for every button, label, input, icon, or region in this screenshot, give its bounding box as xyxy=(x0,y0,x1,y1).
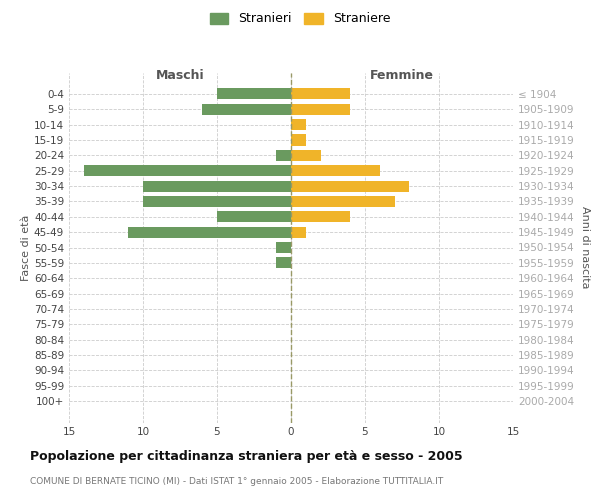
Bar xyxy=(128,226,291,237)
Text: Femmine: Femmine xyxy=(370,68,434,82)
Bar xyxy=(276,242,291,253)
Y-axis label: Anni di nascita: Anni di nascita xyxy=(580,206,590,288)
Text: Popolazione per cittadinanza straniera per età e sesso - 2005: Popolazione per cittadinanza straniera p… xyxy=(30,450,463,463)
Bar xyxy=(291,88,350,100)
Bar xyxy=(291,226,306,237)
Bar xyxy=(84,165,291,176)
Bar xyxy=(276,150,291,161)
Bar xyxy=(276,258,291,268)
Bar xyxy=(202,104,291,115)
Bar xyxy=(291,119,306,130)
Bar xyxy=(291,104,350,115)
Legend: Stranieri, Straniere: Stranieri, Straniere xyxy=(206,8,394,29)
Bar xyxy=(217,212,291,222)
Text: Maschi: Maschi xyxy=(155,68,205,82)
Bar xyxy=(291,134,306,145)
Text: COMUNE DI BERNATE TICINO (MI) - Dati ISTAT 1° gennaio 2005 - Elaborazione TUTTIT: COMUNE DI BERNATE TICINO (MI) - Dati IST… xyxy=(30,478,443,486)
Bar xyxy=(291,180,409,192)
Y-axis label: Fasce di età: Fasce di età xyxy=(21,214,31,280)
Bar xyxy=(291,165,380,176)
Bar xyxy=(143,196,291,207)
Bar xyxy=(291,150,320,161)
Bar xyxy=(143,180,291,192)
Bar xyxy=(291,212,350,222)
Bar xyxy=(291,196,395,207)
Bar xyxy=(217,88,291,100)
